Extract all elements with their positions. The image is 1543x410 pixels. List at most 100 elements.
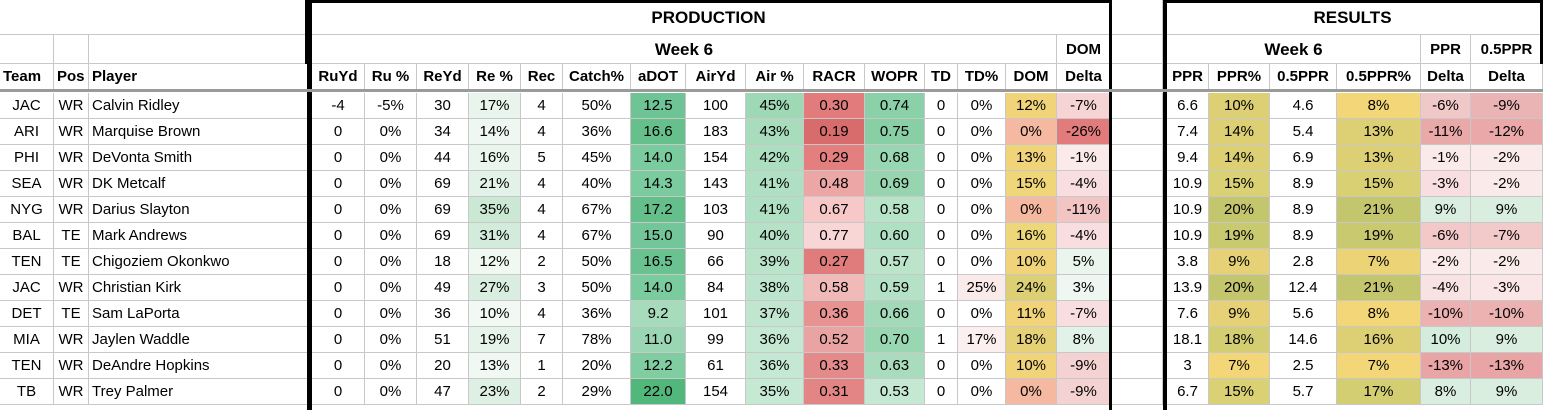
cell-half-ppr-pct: 17% bbox=[1337, 379, 1421, 405]
cell-td-pct: 0% bbox=[958, 301, 1006, 327]
cell-racr: 0.33 bbox=[804, 353, 865, 379]
cell-pos: TE bbox=[54, 249, 89, 275]
col-header-half-ppr: 0.5PPR bbox=[1270, 64, 1337, 90]
cell-adot: 16.6 bbox=[631, 119, 686, 145]
cell-td-pct: 0% bbox=[958, 171, 1006, 197]
cell-ppr-delta: -10% bbox=[1421, 301, 1471, 327]
cell-ppr-pct: 15% bbox=[1209, 379, 1270, 405]
cell-player: Marquise Brown bbox=[89, 119, 312, 145]
cell-pos: WR bbox=[54, 171, 89, 197]
cell-racr: 0.31 bbox=[804, 379, 865, 405]
cell-dom: 10% bbox=[1006, 249, 1057, 275]
cell-spacer bbox=[1111, 93, 1163, 119]
cell-spacer bbox=[1111, 327, 1163, 353]
cell-wopr: 0.53 bbox=[865, 379, 925, 405]
cell-spacer bbox=[1111, 249, 1163, 275]
cell-air-pct: 42% bbox=[746, 145, 804, 171]
cell-racr: 0.52 bbox=[804, 327, 865, 353]
half-ppr-delta-group-label: 0.5PPR bbox=[1471, 35, 1543, 64]
cell-td-pct: 0% bbox=[958, 145, 1006, 171]
cell-ppr-pct: 9% bbox=[1209, 249, 1270, 275]
cell-half-ppr-pct: 15% bbox=[1337, 171, 1421, 197]
cell-dom-delta: -1% bbox=[1057, 145, 1111, 171]
cell-ruyd: 0 bbox=[312, 301, 365, 327]
results-week-label: Week 6 bbox=[1167, 35, 1421, 64]
cell-wopr: 0.58 bbox=[865, 197, 925, 223]
cell-wopr: 0.70 bbox=[865, 327, 925, 353]
cell-player: Mark Andrews bbox=[89, 223, 312, 249]
cell-airyd: 101 bbox=[686, 301, 746, 327]
cell-catch-pct: 29% bbox=[563, 379, 631, 405]
cell-half-ppr: 2.5 bbox=[1270, 353, 1337, 379]
cell-airyd: 154 bbox=[686, 379, 746, 405]
cell-spacer bbox=[1111, 197, 1163, 223]
cell-ppr-delta: 9% bbox=[1421, 197, 1471, 223]
col-header-half-ppr-pct: 0.5PPR% bbox=[1337, 64, 1421, 90]
cell-ppr: 10.9 bbox=[1167, 171, 1209, 197]
cell-reyd: 34 bbox=[417, 119, 469, 145]
cell-airyd: 66 bbox=[686, 249, 746, 275]
header-bottom-rule bbox=[0, 89, 1543, 92]
banner-results: RESULTS bbox=[1163, 0, 1543, 35]
cell-reyd: 69 bbox=[417, 171, 469, 197]
cell-spacer bbox=[1111, 171, 1163, 197]
cell-half-ppr-pct: 13% bbox=[1337, 145, 1421, 171]
cell-catch-pct: 67% bbox=[563, 223, 631, 249]
cell-air-pct: 41% bbox=[746, 171, 804, 197]
cell-td: 0 bbox=[925, 145, 958, 171]
cell-ru-pct: 0% bbox=[365, 275, 417, 301]
cell-ru-pct: 0% bbox=[365, 145, 417, 171]
cell-rec: 2 bbox=[521, 249, 563, 275]
cell-wopr: 0.60 bbox=[865, 223, 925, 249]
thick-border-production-left bbox=[307, 0, 312, 410]
cell-ru-pct: 0% bbox=[365, 249, 417, 275]
cell-ppr-pct: 7% bbox=[1209, 353, 1270, 379]
cell-team: TB bbox=[0, 379, 54, 405]
cell-wopr: 0.68 bbox=[865, 145, 925, 171]
cell-catch-pct: 20% bbox=[563, 353, 631, 379]
cell-half-ppr: 12.4 bbox=[1270, 275, 1337, 301]
cell-adot: 17.2 bbox=[631, 197, 686, 223]
cell-reyd: 69 bbox=[417, 223, 469, 249]
cell-racr: 0.48 bbox=[804, 171, 865, 197]
cell-half-ppr-delta: -10% bbox=[1471, 301, 1543, 327]
cell-air-pct: 43% bbox=[746, 119, 804, 145]
cell-dom-delta: -4% bbox=[1057, 171, 1111, 197]
cell-ppr: 6.7 bbox=[1167, 379, 1209, 405]
cell-half-ppr: 8.9 bbox=[1270, 197, 1337, 223]
cell-reyd: 36 bbox=[417, 301, 469, 327]
cell-ppr: 7.4 bbox=[1167, 119, 1209, 145]
cell-pos: WR bbox=[54, 275, 89, 301]
cell-half-ppr-delta: 9% bbox=[1471, 379, 1543, 405]
cell-adot: 11.0 bbox=[631, 327, 686, 353]
cell-ppr: 9.4 bbox=[1167, 145, 1209, 171]
cell-td: 1 bbox=[925, 275, 958, 301]
cell-half-ppr-pct: 21% bbox=[1337, 197, 1421, 223]
cell-half-ppr-pct: 7% bbox=[1337, 249, 1421, 275]
cell-td: 0 bbox=[925, 93, 958, 119]
cell-catch-pct: 45% bbox=[563, 145, 631, 171]
cell-td-pct: 0% bbox=[958, 93, 1006, 119]
cell-td-pct: 0% bbox=[958, 353, 1006, 379]
cell-ppr-delta: -6% bbox=[1421, 93, 1471, 119]
cell-team: PHI bbox=[0, 145, 54, 171]
cell-pos: TE bbox=[54, 301, 89, 327]
cell-reyd: 44 bbox=[417, 145, 469, 171]
col-header-catch-pct: Catch% bbox=[563, 64, 631, 90]
cell-ppr: 7.6 bbox=[1167, 301, 1209, 327]
cell-dom-delta: 5% bbox=[1057, 249, 1111, 275]
cell-re-pct: 13% bbox=[469, 353, 521, 379]
cell-reyd: 20 bbox=[417, 353, 469, 379]
banner-spacer bbox=[1111, 0, 1163, 35]
cell-wopr: 0.75 bbox=[865, 119, 925, 145]
col-header-ruyd: RuYd bbox=[312, 64, 365, 90]
cell-re-pct: 14% bbox=[469, 119, 521, 145]
banner-production: PRODUCTION bbox=[307, 0, 1111, 35]
cell-re-pct: 16% bbox=[469, 145, 521, 171]
cell-spacer bbox=[1111, 301, 1163, 327]
cell-team: SEA bbox=[0, 171, 54, 197]
cell-dom-delta: -7% bbox=[1057, 93, 1111, 119]
cell-ru-pct: -5% bbox=[365, 93, 417, 119]
cell-dom-delta: -4% bbox=[1057, 223, 1111, 249]
cell-ruyd: 0 bbox=[312, 223, 365, 249]
